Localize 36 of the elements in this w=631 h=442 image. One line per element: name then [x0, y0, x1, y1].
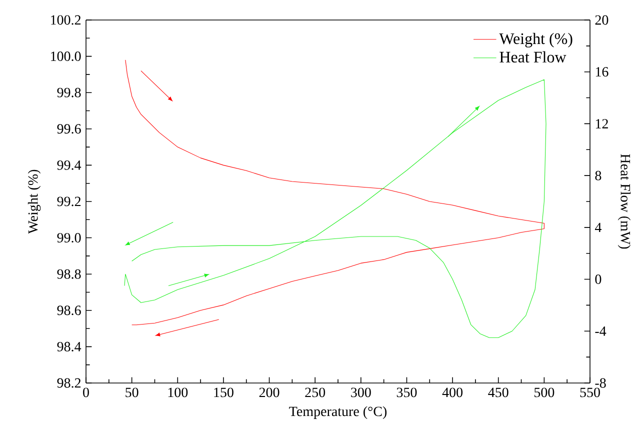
y2-tick-label: 0	[595, 274, 602, 284]
y2-tick-label: 20	[595, 15, 608, 25]
y-tick-label: 100.2	[51, 15, 81, 25]
y2-axis-title: Heat Flow (mW)	[618, 154, 631, 249]
legend-label: Heat Flow	[500, 51, 566, 63]
x-tick-label: 0	[83, 388, 89, 398]
x-tick-label: 300	[351, 388, 371, 398]
x-axis-title: Temperature (°C)	[289, 406, 387, 419]
y-tick-label: 98.4	[57, 342, 82, 352]
x-tick-label: 100	[168, 388, 188, 398]
x-tick-label: 500	[534, 388, 554, 398]
y2-tick-label: -8	[595, 378, 606, 388]
y-tick-label: 99.8	[57, 88, 81, 98]
x-tick-label: 250	[305, 388, 326, 398]
y-tick-label: 98.8	[57, 269, 81, 279]
y-tick-label: 99.0	[57, 233, 81, 243]
x-tick-label: 400	[442, 388, 463, 398]
y2-tick-label: 4	[594, 222, 602, 232]
x-tick-label: 50	[126, 388, 138, 398]
y2-tick-label: -4	[595, 326, 606, 336]
x-tick-label: 150	[214, 388, 234, 398]
y-tick-label: 99.4	[57, 160, 82, 170]
y2-tick-label: 16	[596, 67, 608, 77]
y-tick-label: 100.0	[51, 52, 81, 62]
x-tick-label: 450	[488, 388, 508, 398]
y2-tick-label: 12	[596, 119, 608, 128]
x-tick-label: 350	[396, 388, 417, 398]
y-tick-label: 98.2	[57, 378, 81, 388]
y-tick-label: 99.6	[57, 124, 81, 134]
y-tick-label: 99.2	[57, 196, 81, 206]
y-axis-title: Weight (%)	[28, 170, 41, 234]
x-tick-label: 200	[259, 388, 280, 398]
legend-label: Weight (%)	[499, 32, 572, 48]
y2-tick-label: 8	[595, 170, 602, 180]
x-tick-label: 550	[580, 388, 600, 398]
y-tick-label: 98.6	[57, 306, 81, 316]
